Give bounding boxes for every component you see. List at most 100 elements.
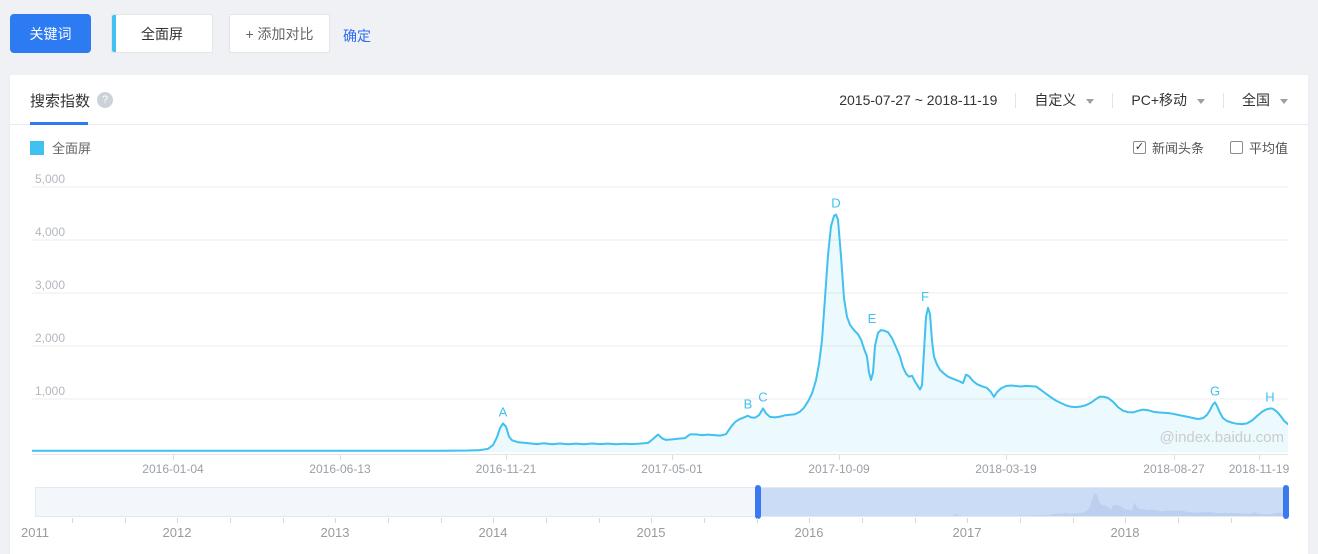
timeline-tick [493, 518, 495, 523]
timeline-tick [809, 518, 811, 523]
confirm-link[interactable]: 确定 [343, 28, 371, 44]
date-range-value: 2015-07-27 ~ 2018-11-19 [839, 92, 998, 108]
timeline-tick [388, 518, 389, 523]
header-controls: 2015-07-27 ~ 2018-11-19 自定义 PC+移动 全国 [839, 75, 1288, 125]
timeline-tick [914, 518, 916, 523]
x-axis-label: 2018-03-19 [975, 462, 1037, 476]
dropdown-label: PC+移动 [1131, 92, 1187, 108]
option-新闻头条[interactable]: ✓ 新闻头条 [1132, 138, 1204, 157]
legend-item: 全面屏 [30, 138, 91, 157]
date-range-picker[interactable]: 2015-07-27 ~ 2018-11-19 [839, 92, 997, 108]
news-marker-B[interactable]: B [744, 397, 753, 412]
x-axis-labels: 2016-01-04 2016-06-13 2016-11-21 2017-05-01… [32, 455, 1290, 479]
timeline-tick [282, 518, 284, 523]
option-label: 新闻头条 [1151, 141, 1204, 156]
x-axis-label: 2018-08-27 [1143, 462, 1205, 476]
news-marker-F[interactable]: F [921, 289, 929, 304]
timeline-tick [335, 518, 337, 523]
watermark: @index.baidu.com [1159, 429, 1284, 446]
dropdown-platform[interactable]: PC+移动 [1131, 90, 1205, 110]
x-axis-label: 2016-06-13 [309, 462, 371, 476]
slider-track[interactable] [35, 485, 1289, 519]
keyword-toolbar: 关键词 全面屏 + 添加对比 确定 [0, 0, 1318, 75]
news-marker-H[interactable]: H [1265, 389, 1274, 404]
legend-series-label: 全面屏 [52, 141, 92, 156]
x-axis-tick [340, 455, 341, 460]
keyword-chip[interactable]: 全面屏 [111, 14, 213, 53]
timeline-slider: 2011 2012 2013 2014 2015 2016 2017 2018 [21, 485, 1289, 547]
chevron-down-icon [1197, 98, 1205, 104]
x-axis-tick [1006, 455, 1007, 460]
timeline-tick [1230, 518, 1232, 523]
checkbox-checked-icon[interactable]: ✓ [1132, 141, 1146, 154]
dropdown-range-mode[interactable]: 自定义 [1034, 90, 1095, 110]
x-axis-label: 2018-11-19 [1228, 462, 1290, 476]
legend-swatch [30, 140, 44, 155]
legend-row: 全面屏 ✓ 新闻头条 平均值 [10, 135, 1308, 161]
news-marker-G[interactable]: G [1210, 383, 1220, 398]
slider-handle-left[interactable] [755, 485, 761, 519]
news-marker-A[interactable]: A [499, 404, 508, 419]
tab-label: 搜索指数 [30, 92, 91, 110]
x-axis-label: 2016-01-04 [142, 462, 204, 476]
checkbox-unchecked-icon[interactable] [1229, 141, 1243, 154]
x-axis-label: 2017-10-09 [808, 462, 870, 476]
x-axis-label: 2016-11-21 [475, 462, 537, 476]
header-separator [1223, 92, 1224, 108]
timeline-tick [598, 518, 600, 523]
timeline-tick [756, 518, 758, 523]
dropdown-label: 自定义 [1034, 92, 1077, 108]
keyword-button[interactable]: 关键词 [10, 14, 91, 53]
timeline-tick [1019, 518, 1021, 523]
slider-selection[interactable] [758, 488, 1286, 516]
timeline-tick [72, 518, 73, 523]
slider-handle-right[interactable] [1283, 485, 1289, 519]
add-compare-button[interactable]: + 添加对比 [229, 14, 330, 53]
timeline-year-label: 2013 [320, 525, 350, 540]
series-area-fill [32, 214, 1288, 452]
timeline-tick [1072, 518, 1074, 523]
x-axis-tick [839, 455, 840, 460]
timeline-tick [440, 518, 442, 523]
x-axis-tick [173, 455, 174, 460]
news-marker-D[interactable]: D [831, 196, 840, 211]
trend-chart-svg[interactable]: A B C D E F G H [32, 183, 1288, 455]
timeline-year-label: 2012 [162, 525, 192, 540]
series-line[interactable] [32, 213, 1288, 452]
header-separator [1112, 92, 1114, 108]
y-axis-label: 4,000 [35, 225, 66, 239]
news-marker-E[interactable]: E [868, 311, 877, 326]
panel-header: 搜索指数 ? 2015-07-27 ~ 2018-11-19 自定义 PC+移动 全… [10, 75, 1308, 125]
y-axis-label: 2,000 [35, 331, 66, 345]
timeline-tick [651, 518, 653, 523]
option-平均值[interactable]: 平均值 [1229, 138, 1288, 157]
search-index-panel: 搜索指数 ? 2015-07-27 ~ 2018-11-19 自定义 PC+移动全… [10, 75, 1308, 554]
x-axis-tick [506, 455, 507, 460]
timeline-tick [230, 518, 231, 523]
dropdown-region[interactable]: 全国 [1242, 90, 1288, 110]
news-marker-C[interactable]: C [758, 390, 767, 405]
timeline-tick [703, 518, 705, 523]
timeline-tick [177, 518, 179, 523]
y-axis-label: 5,000 [35, 172, 66, 186]
chevron-down-icon [1280, 98, 1288, 104]
timeline-year-label: 2018 [1110, 525, 1140, 540]
chevron-down-icon [1086, 98, 1095, 104]
timeline-tick [1177, 518, 1179, 523]
tab-search-index[interactable]: 搜索指数 ? [30, 75, 114, 125]
timeline-year-label: 2015 [636, 525, 666, 540]
timeline-tick [967, 518, 969, 523]
timeline-year-label: 2014 [478, 525, 508, 540]
minimap-chart-svg [952, 493, 1286, 516]
timeline-year-label: 2011 [21, 525, 49, 540]
timeline-year-label: 2017 [952, 525, 982, 540]
timeline-tick [1125, 518, 1127, 523]
dropdown-label: 全国 [1242, 92, 1270, 108]
x-axis-label: 2017-05-01 [641, 462, 703, 476]
timeline-tick [545, 518, 547, 523]
minimap-area [952, 493, 1286, 516]
option-label: 平均值 [1248, 141, 1288, 156]
active-tab-underline [30, 122, 88, 125]
help-icon[interactable]: ? [97, 92, 114, 108]
